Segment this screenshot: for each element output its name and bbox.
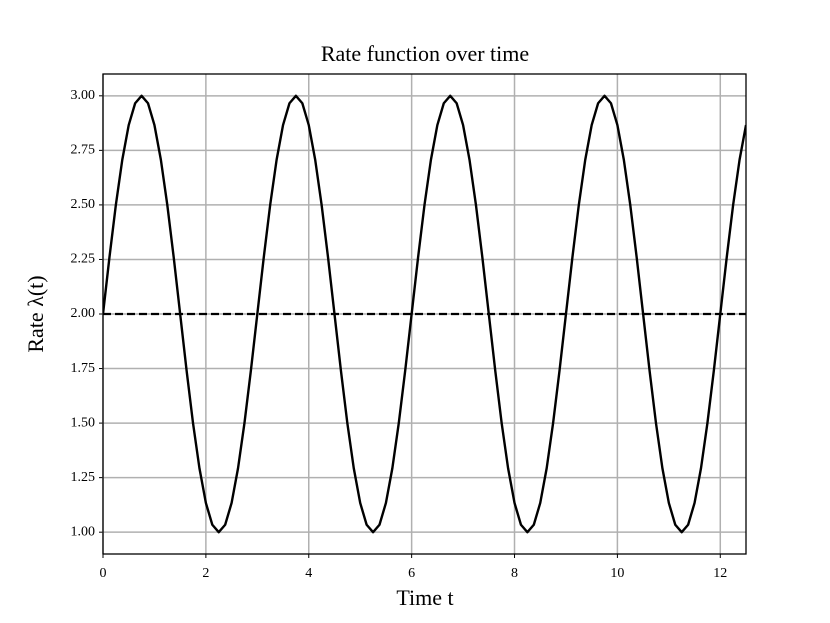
- y-tick-label: 1.75: [71, 361, 96, 376]
- plot-frame: [102, 73, 747, 555]
- chart-title: Rate function over time: [321, 41, 529, 66]
- x-tick-label: 0: [100, 566, 107, 581]
- y-tick-label: 1.25: [71, 470, 96, 485]
- line-series: [103, 94, 746, 534]
- x-tick-label: 8: [511, 566, 518, 581]
- y-tick-label: 3.00: [71, 88, 96, 103]
- y-tick-label: 2.75: [71, 143, 96, 158]
- x-tick-label: 10: [610, 566, 624, 581]
- y-axis-label: Rate λ(t): [23, 275, 48, 352]
- x-tick-label: 12: [713, 566, 727, 581]
- x-tick-label: 4: [305, 566, 312, 581]
- x-tick-label: 2: [202, 566, 209, 581]
- x-axis-label: Time t: [396, 585, 453, 610]
- y-tick-label: 2.25: [71, 252, 96, 267]
- x-tick-label: 6: [408, 566, 415, 581]
- y-tick-label: 1.00: [71, 524, 96, 539]
- y-tick-label: 2.50: [71, 197, 96, 212]
- y-tick-label: 1.50: [71, 415, 96, 430]
- y-tick-label: 2.00: [71, 306, 96, 321]
